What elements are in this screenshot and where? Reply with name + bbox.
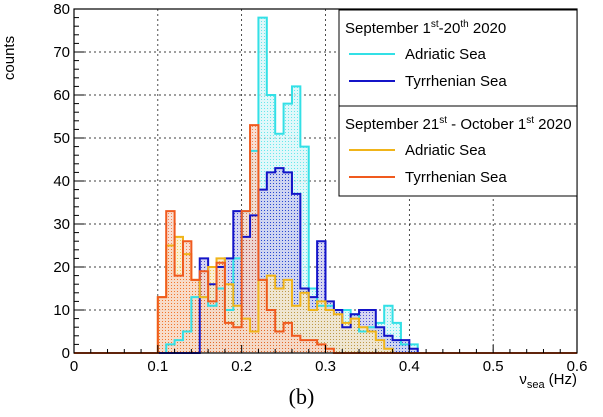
legend-title-part: th [460, 19, 468, 30]
y-tick-label: 0 [62, 345, 70, 362]
legend-label: Tyrrhenian Sea [405, 73, 507, 90]
histogram-bar [308, 340, 318, 353]
histogram-bar [233, 327, 242, 353]
histogram-bar [384, 348, 393, 353]
histogram-bar [216, 262, 225, 353]
histogram-bar [258, 189, 267, 353]
histogram-bar [342, 322, 351, 353]
histogram-bar [367, 331, 376, 353]
figure-caption: (b) [288, 384, 315, 409]
histogram-bar [199, 271, 209, 353]
histogram-bar [409, 348, 418, 353]
histogram-bar [308, 310, 318, 353]
y-tick-label: 20 [53, 259, 70, 276]
series-outline [74, 124, 577, 354]
histogram-bar [283, 172, 292, 353]
y-tick-label: 60 [53, 87, 70, 104]
histogram-bar [174, 275, 183, 353]
legend-title-part: -20 [439, 20, 461, 37]
histogram-bar [291, 335, 301, 353]
histogram-bar [258, 279, 267, 353]
histogram-bar [182, 241, 192, 353]
x-tick-label: 0.4 [399, 358, 420, 375]
y-tick-label: 30 [53, 216, 70, 233]
histogram-bar [258, 17, 267, 353]
x-tick-label: 0.5 [483, 358, 504, 375]
histogram-bar [300, 340, 309, 353]
histogram-bar [350, 318, 360, 353]
x-tick-label: 0.1 [147, 358, 168, 375]
legend-label: Adriatic Sea [405, 142, 487, 159]
y-tick-label: 80 [53, 1, 70, 18]
legend-title: September 1st-20th 2020 [345, 19, 506, 37]
legend-title-part: September 1 [345, 20, 431, 37]
x-tick-label: 0.3 [315, 358, 336, 375]
series-outline [74, 16, 577, 354]
x-tick-label: 0.6 [567, 358, 588, 375]
histogram-bar [283, 279, 292, 353]
legend-label: Tyrrhenian Sea [405, 169, 507, 186]
histogram-bar [325, 310, 334, 353]
histogram-bar [266, 172, 276, 353]
y-axis-label: counts [1, 36, 18, 80]
histogram-bar [275, 168, 284, 353]
histogram-bar [166, 211, 175, 353]
legend-title: September 21st - October 1st 2020 [345, 115, 572, 133]
legend-title-part: st [526, 115, 534, 126]
histogram-bar [317, 301, 326, 353]
x-axis-label-main: ν [519, 371, 527, 388]
legend-title-part: 2020 [534, 116, 572, 133]
histogram-bar [157, 297, 167, 353]
histogram-bar [241, 211, 251, 353]
histogram-bar [275, 331, 284, 353]
histogram-bar [266, 310, 276, 353]
histogram-bar [191, 279, 200, 353]
legend-title-part: September 21 [345, 116, 439, 133]
x-tick-label: 0.2 [231, 358, 252, 375]
histogram-bar [275, 288, 284, 353]
histogram-bar [283, 322, 292, 353]
legend-title-part: - October 1 [447, 116, 526, 133]
histogram-bar [375, 340, 385, 353]
histogram-bar [333, 314, 343, 353]
histogram-bar [233, 211, 242, 353]
y-tick-label: 10 [53, 302, 70, 319]
histogram-bar [291, 193, 301, 353]
y-tick-label: 50 [53, 130, 70, 147]
histogram-bar [300, 146, 309, 353]
legend-title-part: 2020 [469, 20, 507, 37]
legend-box [338, 9, 578, 107]
histogram-bar [317, 241, 326, 353]
histogram-bar [208, 301, 217, 353]
histogram-bar [250, 125, 259, 353]
legend-title-part: st [439, 115, 447, 126]
histogram-bar [291, 305, 301, 353]
histogram-bar [384, 335, 393, 353]
histogram-bar [325, 348, 334, 353]
histogram-bar [392, 322, 401, 353]
x-axis-label: νsea (Hz) [519, 371, 577, 391]
x-tick-label: 0 [70, 358, 78, 375]
y-tick-label: 70 [53, 44, 70, 61]
legend-title-part: st [431, 19, 439, 30]
histogram-bar [224, 284, 234, 353]
histogram-bar [300, 292, 309, 353]
histogram-bar [317, 344, 326, 353]
histogram-bar [384, 305, 393, 353]
histogram-bar [224, 322, 234, 353]
histogram-bars [157, 17, 418, 354]
legend-label: Adriatic Sea [405, 46, 487, 63]
x-axis-label-sub: sea [527, 379, 546, 391]
histogram-bar [359, 327, 368, 353]
axes: 0 0.1 0.2 0.3 0.4 0.5 0.6 0 10 20 30 40 50 60 70 80 [53, 1, 587, 375]
y-tick-label: 40 [53, 173, 70, 190]
histogram-outlines [74, 16, 577, 354]
histogram-bar [392, 340, 401, 353]
histogram-bar [400, 340, 410, 353]
x-axis-label-unit: (Hz) [549, 371, 577, 388]
